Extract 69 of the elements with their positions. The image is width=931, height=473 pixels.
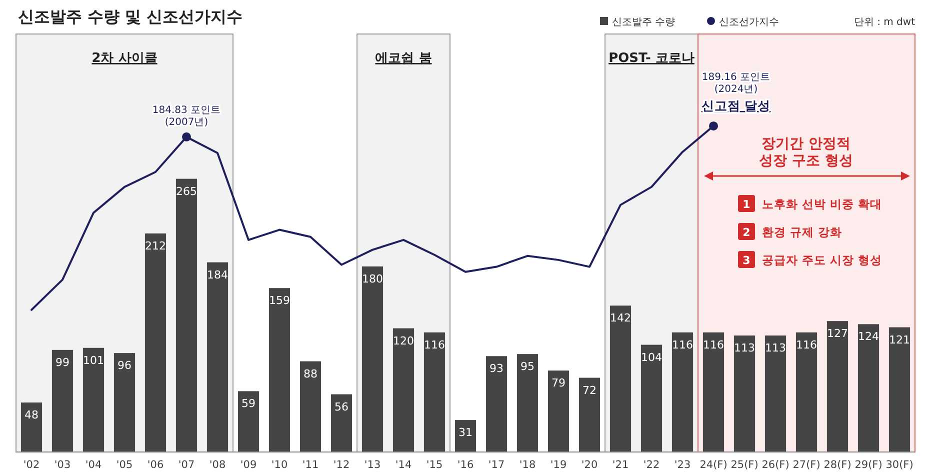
data-label: 124: [858, 330, 879, 344]
x-tick-label: 26(F): [762, 459, 790, 471]
x-tick-label: '04: [85, 459, 102, 471]
data-label: 116: [703, 338, 724, 352]
data-label: 121: [889, 333, 910, 346]
x-tick-label: '09: [240, 459, 257, 471]
data-label: 159: [269, 294, 290, 308]
annotation: 1 노후화 선박 비중 확대: [742, 197, 882, 211]
data-label: 127: [827, 327, 848, 340]
x-tick-label: '11: [302, 459, 319, 471]
annotation: 3 공급자 주도 시장 형성: [742, 253, 882, 267]
text: 단위 : m dwt: [854, 17, 916, 28]
data-label: 116: [424, 338, 445, 352]
x-tick-label: '23: [674, 459, 691, 471]
x-tick-label: '22: [643, 459, 660, 471]
data-label: 56: [334, 400, 348, 414]
chart-title: 신조발주 수량 및 신조선가지수: [18, 7, 243, 26]
x-tick-label: '03: [54, 459, 71, 471]
data-label: 180: [362, 272, 383, 286]
x-tick-label: '18: [519, 459, 536, 471]
x-tick-label: 27(F): [792, 459, 820, 471]
x-tick-label: 28(F): [824, 459, 852, 471]
data-label: 88: [304, 367, 318, 380]
data-label: 184.83 포인트 (2007년): [152, 104, 221, 128]
data-label: 116: [796, 338, 817, 352]
data-label: 101: [83, 354, 104, 367]
data-label: 31: [458, 426, 472, 440]
x-tick-label: '19: [550, 459, 567, 471]
x-tick-label: '05: [116, 459, 133, 471]
x-tick-label: '10: [271, 459, 288, 471]
x-tick-label: 29(F): [854, 459, 882, 471]
data-label: 104: [641, 350, 662, 364]
x-tick-label: '02: [23, 459, 40, 471]
data-label: 99: [56, 356, 70, 369]
x-tick-label: '08: [209, 459, 226, 471]
data-label: 184: [207, 268, 228, 282]
data-label: 113: [734, 342, 755, 354]
data-label: 59: [242, 397, 256, 410]
x-tick-label: '12: [333, 459, 350, 471]
annotation: 2 환경 규제 강화: [742, 225, 842, 239]
data-label: 93: [490, 362, 504, 376]
band-label: POST- 코로나: [608, 51, 694, 66]
data-label: 142: [610, 312, 631, 325]
data-label: 96: [118, 359, 132, 372]
legend-label: 신조선가지수: [719, 17, 779, 28]
x-tick-label: '14: [395, 459, 412, 471]
data-label: 265: [176, 184, 197, 198]
data-label: 189.16 포인트 (2024년): [702, 72, 770, 95]
data-label: 113: [765, 342, 786, 354]
x-tick-label: '21: [612, 459, 629, 471]
x-tick-label: 25(F): [730, 459, 758, 471]
data-label: 212: [145, 239, 166, 252]
x-tick-label: '20: [581, 459, 598, 471]
legend-label: 신조발주 수량: [612, 17, 676, 28]
data-label: 120: [393, 334, 414, 348]
x-tick-label: '15: [426, 459, 443, 471]
data-label: 48: [24, 408, 38, 422]
x-tick-label: '16: [457, 459, 474, 471]
x-tick-label: 24(F): [700, 459, 728, 471]
text: 장기간 안정적 성장 구조 형성: [759, 136, 853, 169]
x-tick-label: '17: [488, 459, 505, 471]
data-label: 79: [552, 376, 566, 390]
x-tick-label: '13: [364, 459, 381, 471]
x-tick-label: '07: [178, 459, 195, 471]
data-label: 116: [672, 338, 693, 352]
data-label: 95: [520, 360, 534, 374]
x-tick-label: 30(F): [886, 459, 914, 471]
data-label: 72: [582, 384, 596, 397]
x-tick-label: '06: [147, 459, 164, 471]
